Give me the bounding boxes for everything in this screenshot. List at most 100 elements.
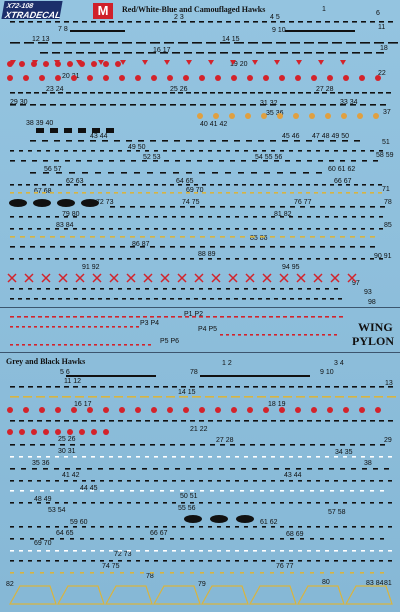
roundel-decal [373,113,379,119]
stencil-mark [253,560,257,562]
stencil-mark [231,396,240,398]
stencil-mark [262,386,267,388]
stencil-mark [352,560,356,562]
stencil-mark [361,502,365,504]
stencil-mark [230,572,234,574]
stencil-mark [91,420,96,422]
stencil-mark [100,538,104,540]
roundel-decal [103,407,109,413]
stencil-mark [19,420,24,422]
stencil-mark [10,316,14,318]
stencil-mark [136,42,146,44]
triangle-decal [230,60,236,65]
stencil-mark [145,560,149,562]
stencil-mark [334,502,338,504]
stencil-mark [314,298,318,300]
stencil-mark [289,150,293,152]
block-decal [106,128,114,133]
stencil-mark [178,298,182,300]
stencil-mark [307,526,311,528]
stencil-mark [58,184,62,186]
stencil-mark [62,396,71,398]
stencil-mark [199,21,204,23]
stencil-mark [318,42,328,44]
stencil-mark [73,316,77,318]
stencil-mark [38,316,42,318]
stencil-mark [82,560,86,562]
stencil-mark [283,396,292,398]
stencil-mark [118,456,122,458]
stencil-mark [178,92,183,94]
stencil-mark [196,52,204,54]
stencil-mark [184,52,192,54]
stencil-mark [262,420,267,422]
stencil-mark [90,192,94,194]
stencil-mark [180,246,185,248]
stencil-mark [244,216,248,218]
stencil-mark [50,538,54,540]
stencil-mark [127,150,131,152]
stencil-mark [289,216,293,218]
stencil-mark [318,160,323,162]
stencil-mark [181,228,185,230]
stencil-mark [300,206,305,208]
stencil-mark [136,288,140,290]
stencil-mark [130,538,134,540]
triangle-decal [340,60,346,65]
stencil-mark [130,184,134,186]
stencil-mark [346,92,351,94]
stencil-mark [82,150,86,152]
block-decal [36,128,44,133]
stencil-mark [370,480,374,482]
stencil-mark [106,184,110,186]
stencil-mark [10,502,14,504]
stencil-mark [136,344,139,346]
stencil-mark [360,444,365,446]
stencil-mark [160,206,165,208]
stencil-mark [46,288,50,290]
stencil-mark [210,572,214,574]
stencil-mark [370,526,374,528]
stencil-mark [70,246,75,248]
stencil-mark [217,480,221,482]
roundel-decal [55,429,61,435]
stencil-mark [140,236,145,238]
stencil-mark [298,526,302,528]
stencil-mark [300,490,304,492]
stencil-mark [70,104,76,106]
stencil-mark [340,52,348,54]
stencil-mark [20,572,24,574]
stencil-mark [343,258,347,260]
decal-number: 18 19 [268,401,286,408]
stencil-mark [154,92,159,94]
stencil-mark [370,192,374,194]
stencil-mark [282,140,288,142]
stencil-mark [80,490,84,492]
stencil-mark [322,192,326,194]
stencil-mark [60,236,65,238]
stencil-mark [124,326,127,328]
stencil-mark [154,526,158,528]
roundel-decal [23,75,29,81]
stencil-mark [73,560,77,562]
roundel-decal [311,75,317,81]
stencil-mark [154,502,158,504]
stencil-mark [289,288,293,290]
stencil-mark [106,192,110,194]
sheet-title-top: Red/White-Blue and Camouflaged Hawks [122,5,266,14]
stencil-mark [307,21,312,23]
stencil-mark [274,192,278,194]
stencil-mark [22,344,25,346]
stencil-mark [64,21,69,23]
stencil-mark [325,420,330,422]
stencil-mark [379,526,383,528]
stencil-mark [298,192,302,194]
stencil-mark [325,258,329,260]
stencil-mark [18,192,22,194]
stencil-mark [19,258,23,260]
decal-number: 64 65 [56,530,74,537]
stencil-mark [304,42,314,44]
panel-decal [33,199,51,207]
stencil-mark [227,316,231,318]
stencil-mark [154,216,158,218]
